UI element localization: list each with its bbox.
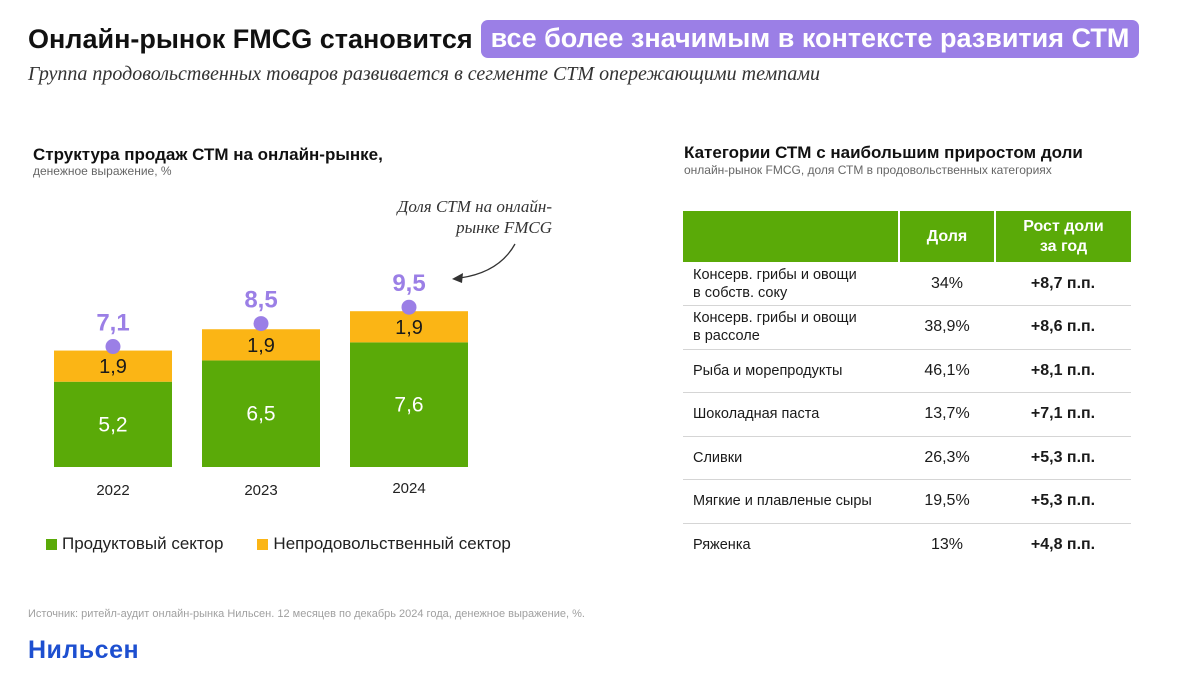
row-category: Консерв. грибы и овощи в рассоле [683,305,899,350]
bar-data-label: 1,9 [395,317,423,339]
row-category: Рыба и морепродукты [683,349,899,393]
header-growth-line2: за год [1039,237,1088,255]
total-label: 8,5 [244,287,277,314]
row-category: Ряженка [693,537,751,553]
header-share: Доля [898,211,995,262]
table-header-row: Доля Рост доли за год [683,211,1131,262]
arrow-head-icon [452,273,463,283]
total-marker [105,339,121,355]
row-growth: +4,8 п.п. [1030,536,1096,553]
category-line2: в рассоле [693,328,760,345]
row-growth: +5,3 п.п. [995,479,1131,524]
total-marker [401,299,417,315]
row-growth: +8,6 п.п. [995,305,1131,350]
legend-item-food: Продуктовый сектор [46,534,223,554]
row-category: Шоколадная паста [683,392,899,437]
annotation-arrow [459,243,516,279]
annotation-line-1: Доля СТМ на онлайн- [397,197,553,216]
total-label: 7,1 [96,310,129,337]
row-share: 13,7% [899,392,995,437]
row-category: Консерв. грибы и овощи в собств. соку [683,262,899,306]
row-growth: +5,3 п.п. [995,436,1131,480]
bar-data-label: 5,2 [98,413,127,436]
table-subtitle: онлайн-рынок FMCG, доля СТМ в продовольс… [684,163,1052,177]
row-share: 34% [899,262,995,306]
source-note: Источник: ритейл-аудит онлайн-рынка Ниль… [28,608,585,620]
bar-data-label: 7,6 [394,394,423,417]
annotation-line-2: рынке FMCG [456,218,552,237]
title-highlight: все более значимым в контексте развития … [480,20,1140,58]
chart-legend: Продуктовый сектор Непродовольственный с… [46,534,545,554]
bar-segment-food [54,381,172,467]
table-row: Консерв. грибы и овощи в собств. соку 34%… [683,262,1131,306]
year-label: 2024 [392,480,425,497]
header-title: Онлайн-рынок FMCG становится все более з… [28,20,1140,58]
legend-swatch-food [46,538,57,550]
page-subtitle: Группа продовольственных товаров развива… [28,63,820,85]
bar-segment-nonfood [54,350,172,382]
nielsen-logo: Нильсен [28,636,140,664]
bar-segment-food [202,360,320,467]
header-category [683,211,899,262]
table-row: Рыба и морепродукты 46,1% +8,1 п.п. [683,349,1131,393]
row-category: Мягкие и плавленые сыры [683,479,899,524]
category-table: Доля Рост доли за год Консерв. грибы и о… [683,211,1131,567]
row-share: 19,5% [899,479,995,524]
category-line1: Консерв. грибы и овощи [693,310,857,327]
table-row: Ряженка 13% +4,8 п.п. [683,523,1131,567]
bar-segment-nonfood [202,329,320,361]
chart-subtitle: денежное выражение, % [33,164,172,178]
row-growth: +8,7 п.п. [995,262,1131,306]
legend-label-food: Продуктовый сектор [62,534,224,553]
category-line1: Консерв. грибы и овощи [693,266,857,283]
chart-annotation: Доля СТМ на онлайн- рынке FMCG [352,196,553,238]
row-growth: +8,1 п.п. [995,349,1131,393]
table-title: Категории СТМ с наибольшим приростом дол… [684,143,1083,162]
table-row: Шоколадная паста 13,7% +7,1 п.п. [683,392,1131,437]
category-line2: в собств. соку [693,284,788,301]
bar-segment-food [350,342,468,467]
row-share: 38,9% [899,305,995,350]
total-label: 9,5 [392,270,425,297]
legend-swatch-nonfood [257,538,269,550]
year-label: 2022 [96,482,129,499]
table-row: Мягкие и плавленые сыры 19,5% +5,3 п.п. [683,479,1131,524]
header-growth: Рост доли за год [994,211,1131,262]
stacked-bar-chart: 5,2 1,9 7,1 2022 6,5 1,9 8,5 2023 7,6 1,9 9,5 2024 [54,243,516,499]
year-label: 2023 [244,482,277,499]
legend-item-nonfood: Непродовольственный сектор [257,534,511,554]
total-marker [253,316,269,332]
table-row: Сливки 26,3% +5,3 п.п. [683,436,1131,480]
legend-label-nonfood: Непродовольственный сектор [273,534,511,553]
row-share: 13% [930,536,964,553]
bar-data-label: 6,5 [246,403,275,426]
table-row: Консерв. грибы и овощи в рассоле 38,9% +8… [683,305,1131,350]
header-growth-line1: Рост доли [1023,217,1104,235]
page-title: Онлайн-рынок FMCG становится [28,23,473,54]
bar-data-label: 1,9 [99,356,127,378]
bar-data-label: 1,9 [247,335,275,357]
bar-segment-nonfood [350,311,468,343]
row-category: Сливки [683,436,899,480]
row-share: 26,3% [899,436,995,480]
chart-title: Структура продаж СТМ на онлайн-рынке, [33,145,383,164]
row-share: 46,1% [899,349,995,393]
row-growth: +7,1 п.п. [995,392,1131,437]
